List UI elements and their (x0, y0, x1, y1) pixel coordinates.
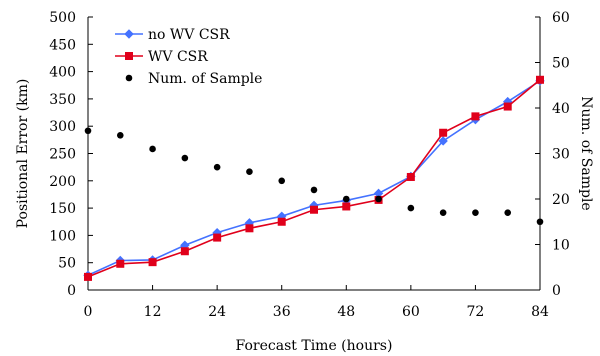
y-axis-title: Positional Error (km) (15, 79, 31, 229)
legend-label: no WV CSR (148, 27, 230, 43)
data-point (245, 224, 254, 233)
data-point (407, 204, 415, 212)
y-tick-label: 50 (58, 256, 76, 272)
data-point (116, 259, 125, 268)
y2-axis-title: Num. of Sample (578, 96, 594, 210)
legend-item-1: no WV CSR (115, 27, 230, 43)
legend-label: Num. of Sample (148, 71, 262, 87)
data-point (181, 154, 189, 162)
data-point (213, 163, 221, 171)
data-point (439, 128, 448, 137)
x-tick-label: 60 (402, 304, 420, 320)
x-axis-title: Forecast Time (hours) (236, 338, 393, 354)
data-point (375, 195, 382, 203)
data-point (536, 218, 544, 226)
data-point (439, 209, 447, 216)
data-point (213, 233, 222, 242)
x-tick-label: 24 (208, 304, 226, 320)
series-layer (83, 75, 545, 281)
data-point (342, 202, 351, 211)
data-point (246, 168, 253, 175)
y2-tick-label: 10 (552, 238, 570, 254)
series-line (87, 79, 541, 278)
y2-tick-label: 20 (552, 192, 570, 208)
legend-marker (125, 74, 133, 82)
legend-marker (124, 29, 134, 39)
legend: no WV CSR WV CSR Num. of Sample (115, 27, 262, 87)
x-tick-label: 36 (273, 304, 291, 320)
data-point (503, 102, 512, 111)
y-tick-label: 250 (49, 147, 76, 163)
data-point (536, 75, 544, 84)
series-2 (84, 75, 544, 281)
y-tick-label: 200 (49, 174, 76, 190)
y2-tick-label: 50 (552, 56, 570, 72)
data-point (84, 272, 92, 281)
y-tick-label: 400 (49, 65, 76, 81)
series-1 (83, 76, 545, 280)
legend-item-2: WV CSR (115, 49, 208, 65)
y-tick-label: 150 (49, 201, 76, 217)
data-point (406, 172, 415, 181)
data-point (180, 247, 189, 256)
data-point (342, 195, 350, 203)
legend-marker (125, 52, 133, 60)
data-point (278, 177, 286, 185)
data-point (471, 112, 480, 121)
y2-tick-label: 40 (552, 101, 570, 117)
data-point (504, 209, 512, 216)
y2-tick-label: 30 (552, 147, 570, 163)
series-3 (84, 127, 544, 226)
y-tick-label: 100 (49, 228, 76, 244)
legend-label: WV CSR (148, 49, 208, 65)
y-tick-label: 350 (49, 92, 76, 108)
y-tick-label: 500 (49, 10, 76, 26)
y2-tick-label: 60 (552, 10, 570, 26)
legend-item-3: Num. of Sample (125, 71, 262, 87)
data-point (438, 136, 448, 146)
data-point (310, 205, 318, 214)
x-tick-label: 84 (531, 304, 549, 320)
x-tick-label: 12 (144, 304, 162, 320)
x-tick-label: 72 (467, 304, 485, 320)
data-point (277, 217, 286, 226)
data-point (148, 258, 157, 267)
y-tick-label: 0 (67, 283, 76, 299)
x-tick-label: 48 (337, 304, 355, 320)
series-line (87, 80, 541, 276)
y-tick-label: 450 (49, 37, 76, 53)
y2-tick-label: 0 (552, 283, 561, 299)
ticks: 0501001502002503003504004505000102030405… (49, 10, 570, 320)
data-point (310, 186, 318, 194)
x-tick-label: 0 (84, 304, 93, 320)
y-tick-label: 300 (49, 119, 76, 135)
data-point (84, 127, 92, 135)
data-point (116, 132, 124, 139)
data-point (149, 145, 156, 153)
data-point (472, 209, 479, 216)
